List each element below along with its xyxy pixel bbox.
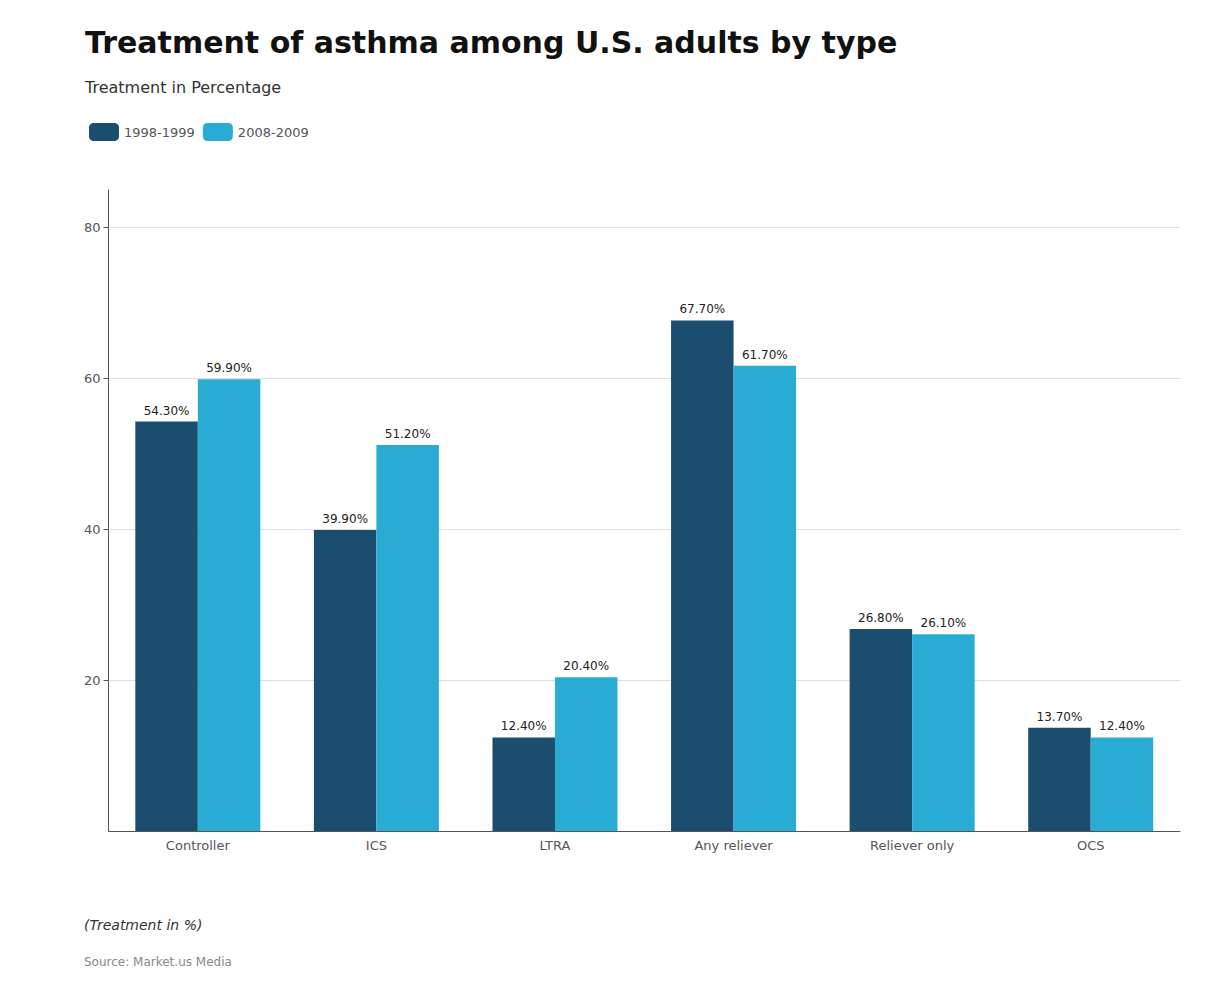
svg-text:12.40%: 12.40%	[1099, 719, 1145, 733]
svg-text:(Treatment in %): (Treatment in %)	[84, 917, 202, 933]
svg-text:Source: Market.us Media: Source: Market.us Media	[84, 955, 232, 969]
svg-text:13.70%: 13.70%	[1037, 710, 1083, 724]
svg-text:60: 60	[84, 371, 101, 386]
svg-text:2008-2009: 2008-2009	[238, 125, 309, 140]
svg-text:20: 20	[84, 673, 101, 688]
svg-text:Treatment in Percentage: Treatment in Percentage	[84, 78, 281, 97]
svg-text:67.70%: 67.70%	[679, 302, 725, 316]
svg-text:LTRA: LTRA	[540, 838, 571, 853]
svg-text:20.40%: 20.40%	[563, 659, 609, 673]
svg-text:Reliever only: Reliever only	[870, 838, 955, 853]
svg-text:Controller: Controller	[166, 838, 231, 853]
svg-text:59.90%: 59.90%	[206, 361, 252, 375]
svg-text:80: 80	[84, 220, 101, 235]
svg-text:39.90%: 39.90%	[322, 512, 368, 526]
svg-text:Any reliever: Any reliever	[694, 838, 773, 853]
svg-text:26.10%: 26.10%	[921, 616, 967, 630]
svg-text:ICS: ICS	[366, 838, 387, 853]
svg-text:51.20%: 51.20%	[385, 427, 431, 441]
svg-text:61.70%: 61.70%	[742, 348, 788, 362]
svg-text:1998-1999: 1998-1999	[124, 125, 195, 140]
svg-text:26.80%: 26.80%	[858, 611, 904, 625]
svg-text:Treatment of asthma among U.S.: Treatment of asthma among U.S. adults by…	[85, 25, 897, 60]
svg-text:54.30%: 54.30%	[144, 404, 190, 418]
svg-text:40: 40	[84, 522, 101, 537]
svg-text:12.40%: 12.40%	[501, 719, 547, 733]
svg-text:OCS: OCS	[1077, 838, 1105, 853]
